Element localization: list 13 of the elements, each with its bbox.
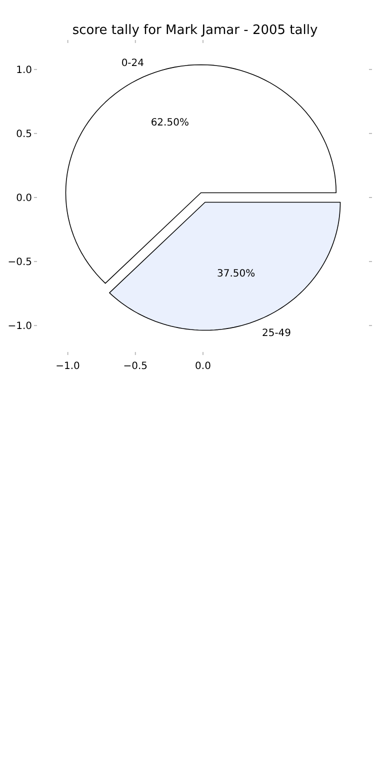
text: −0.5	[123, 361, 148, 372]
text: 0.5	[16, 128, 32, 140]
text: 0.0	[16, 193, 32, 204]
slice-label: 25-49	[262, 328, 292, 339]
text: −1.0	[8, 321, 32, 332]
chart-title: score tally for Mark Jamar - 2005 tally	[72, 23, 318, 38]
text: −1.0	[56, 361, 80, 372]
data-label: 37.50%	[217, 268, 256, 280]
slice-label: 0-24	[121, 58, 144, 70]
text: 0.0	[195, 361, 211, 372]
text: −0.5	[8, 257, 32, 268]
data-label: 62.50%	[150, 117, 189, 128]
text: 1.0	[16, 64, 32, 76]
